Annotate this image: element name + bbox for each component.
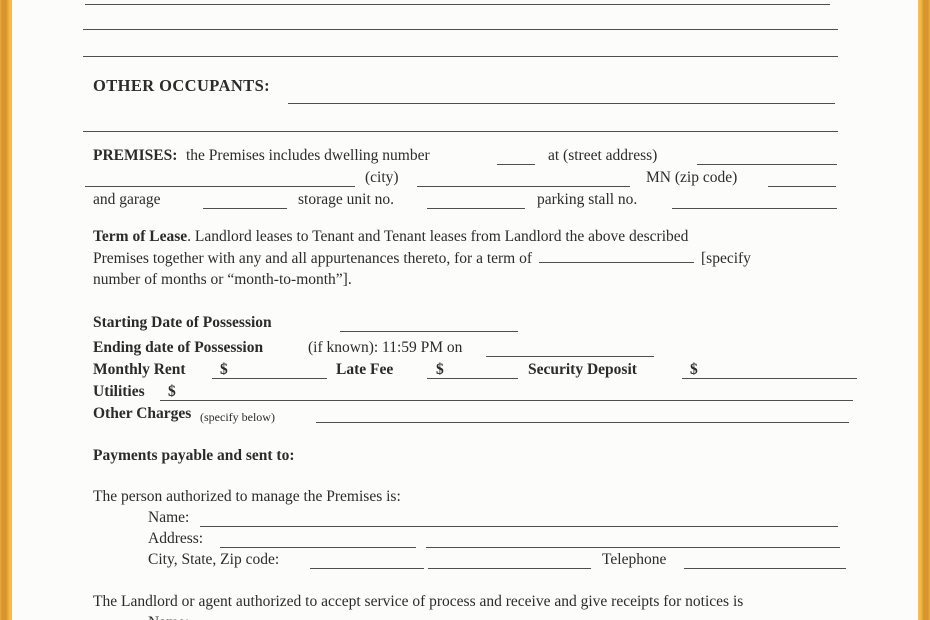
security-deposit-blank[interactable] (682, 361, 857, 379)
garage-blank[interactable] (203, 191, 287, 209)
security-deposit-label: Security Deposit (528, 361, 637, 378)
other-occupants-label: OTHER OCCUPANTS: (93, 76, 271, 95)
manager-intro-text: The person authorized to manage the Prem… (93, 488, 401, 505)
premises-intro-text: the Premises includes dwelling number (186, 147, 430, 164)
ending-date-label: Ending date of Possession (93, 339, 264, 356)
blank-line[interactable] (85, 4, 830, 5)
payments-heading: Payments payable and sent to: (93, 447, 295, 464)
ending-date-note: (if known): 11:59 PM on (308, 339, 463, 356)
blank-line[interactable] (83, 29, 838, 30)
garage-label: and garage (93, 191, 161, 208)
zip-code-blank[interactable] (768, 169, 836, 187)
other-occupants-blank[interactable] (288, 86, 835, 104)
manager-zip-blank[interactable] (428, 551, 591, 569)
storage-unit-label: storage unit no. (298, 191, 394, 208)
term-line2-text: Premises together with any and all appur… (93, 249, 533, 267)
manager-name-blank[interactable] (200, 509, 838, 527)
monthly-rent-dollar-sign: $ (220, 361, 228, 378)
other-charges-blank[interactable] (316, 405, 849, 423)
blank-line[interactable] (83, 56, 838, 57)
late-fee-blank[interactable] (427, 361, 518, 379)
term-line1-text: . Landlord leases to Tenant and Tenant l… (187, 228, 689, 245)
starting-date-label: Starting Date of Possession (93, 314, 272, 331)
service-of-process-intro: The Landlord or agent authorized to acce… (93, 593, 744, 610)
blank-line[interactable] (83, 131, 838, 132)
security-deposit-dollar-sign: $ (690, 361, 698, 378)
term-line3-text: number of months or “month-to-month”]. (93, 271, 352, 288)
term-of-lease-paragraph: Term of Lease. Landlord leases to Tenant… (93, 227, 838, 292)
monthly-rent-blank[interactable] (212, 361, 327, 379)
service-name-label: Name: (148, 613, 189, 620)
page-left-border (0, 0, 12, 620)
other-charges-note: (specify below) (200, 410, 275, 424)
starting-date-blank[interactable] (340, 314, 518, 332)
utilities-blank[interactable] (160, 383, 853, 401)
street-address-blank[interactable] (697, 147, 837, 165)
premises-label: PREMISES: (93, 147, 178, 164)
street-address-label: at (street address) (548, 147, 658, 164)
city-label: (city) (365, 169, 399, 186)
service-name-blank[interactable] (200, 614, 838, 620)
state-zip-label: MN (zip code) (646, 169, 738, 186)
monthly-rent-label: Monthly Rent (93, 361, 186, 378)
late-fee-label: Late Fee (336, 361, 394, 378)
telephone-label: Telephone (602, 551, 667, 568)
manager-name-label: Name: (148, 509, 190, 526)
city-blank[interactable] (417, 169, 630, 187)
page-right-border (918, 0, 930, 620)
term-of-lease-label: Term of Lease (93, 228, 188, 245)
manager-address-label: Address: (148, 530, 204, 547)
late-fee-dollar-sign: $ (436, 361, 444, 378)
telephone-blank[interactable] (684, 551, 846, 569)
term-length-blank[interactable] (539, 249, 695, 263)
term-line2-specify: [specify (701, 249, 751, 267)
utilities-dollar-sign: $ (168, 383, 176, 400)
dwelling-number-blank[interactable] (497, 147, 535, 165)
utilities-label: Utilities (93, 383, 145, 400)
parking-stall-blank[interactable] (672, 191, 837, 209)
parking-stall-label: parking stall no. (537, 191, 638, 208)
storage-unit-blank[interactable] (427, 191, 525, 209)
manager-address-blank-2[interactable] (426, 530, 840, 548)
other-charges-label: Other Charges (93, 405, 192, 422)
manager-city-blank[interactable] (310, 551, 424, 569)
manager-city-state-zip-label: City, State, Zip code: (148, 551, 280, 568)
ending-date-blank[interactable] (486, 339, 654, 357)
manager-address-blank-1[interactable] (220, 530, 416, 548)
street-address-blank-2[interactable] (85, 169, 355, 187)
